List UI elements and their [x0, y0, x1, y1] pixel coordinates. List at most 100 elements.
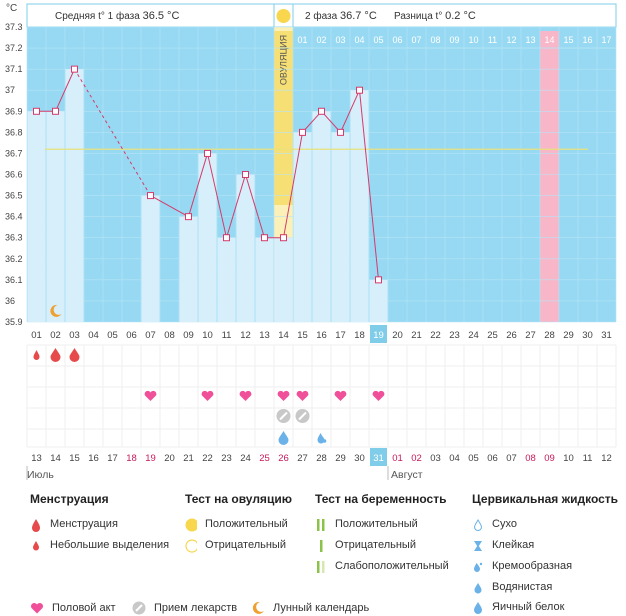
- legend-ovulation-positive-label: Положительный: [205, 518, 288, 530]
- legend-cervical-creamy-label: Кремообразная: [492, 560, 573, 572]
- temperature-line-segment: [245, 174, 265, 238]
- temperature-bar: [369, 279, 388, 322]
- legend-ovulation-negative-label: Отрицательный: [205, 539, 286, 551]
- y-tick-label: 36.5: [5, 191, 23, 201]
- legend-pregnancy-negative-label: Отрицательный: [335, 539, 416, 551]
- heart-icon: [296, 390, 309, 401]
- current-date-highlight: [370, 448, 387, 466]
- cycle-day-label: 08: [164, 330, 175, 341]
- calendar-date-label: 29: [335, 453, 346, 464]
- small-blood-drop-icon: [30, 539, 42, 553]
- legend-spotting-label: Небольшие выделения: [50, 539, 170, 551]
- top-day-label: 07: [411, 35, 421, 45]
- one-line-icon: [315, 539, 327, 553]
- pill-icon: [132, 601, 146, 615]
- y-tick-label: 36: [5, 296, 15, 306]
- temperature-line-segment: [207, 153, 227, 238]
- legend-spotting-item: Небольшие выделения: [30, 535, 169, 556]
- calendar-date-label: 10: [563, 453, 574, 464]
- ovulation-label: ОВУЛЯЦИЯ: [279, 35, 289, 85]
- top-day-label: 14: [544, 35, 554, 45]
- cycle-day-label: 19: [373, 330, 384, 341]
- temperature-bar: [46, 111, 65, 323]
- legend-cervical-egg-label: Яичный белок: [492, 601, 565, 613]
- calendar-date-label: 17: [107, 453, 118, 464]
- month-label-second: Август: [391, 469, 423, 481]
- legend-menstruation-item: Менструация: [30, 514, 169, 535]
- temperature-line-segment: [359, 90, 379, 280]
- temperature-bar: [65, 69, 84, 323]
- legend-moon: Лунный календарь: [251, 600, 369, 616]
- cycle-day-label: 02: [50, 330, 61, 341]
- cycle-day-label: 24: [468, 330, 479, 341]
- heart-icon: [144, 390, 157, 401]
- temperature-point: [375, 276, 382, 284]
- temperature-point: [223, 234, 230, 242]
- calendar-date-label: 31: [373, 453, 384, 464]
- temperature-line-segment: [188, 153, 208, 217]
- ovulation-band: [274, 31, 293, 205]
- heart-icon: [372, 390, 385, 401]
- top-day-label: 06: [392, 35, 402, 45]
- cycle-day-label: 09: [183, 330, 194, 341]
- cycle-day-label: 13: [259, 330, 270, 341]
- cycle-day-label: 20: [392, 330, 403, 341]
- calendar-date-label: 15: [69, 453, 80, 464]
- temperature-line-segment: [283, 132, 303, 238]
- legend-medication-label: Прием лекарств: [154, 602, 238, 614]
- blood-drop-icon: [30, 518, 42, 532]
- cycle-day-label: 17: [335, 330, 346, 341]
- calendar-date-label: 09: [544, 453, 555, 464]
- legend-intercourse: Половой акт: [30, 600, 116, 616]
- y-tick-label: 36.2: [5, 254, 23, 264]
- top-day-label: 08: [430, 35, 440, 45]
- legend-cervical-watery-label: Водянистая: [492, 581, 553, 593]
- calendar-date-label: 06: [487, 453, 498, 464]
- heart-icon: [334, 390, 347, 401]
- calendar-date-label: 07: [506, 453, 517, 464]
- temperature-line-segment: [150, 195, 189, 218]
- legend-pregnancy-positive: Положительный: [315, 514, 449, 535]
- top-day-label: 09: [449, 35, 459, 45]
- pill-line: [298, 411, 307, 421]
- y-tick-label: 37: [5, 85, 15, 95]
- small-blood-drop-icon: [33, 350, 40, 360]
- calendar-date-label: 23: [221, 453, 232, 464]
- temperature-bar: [141, 195, 160, 322]
- heart-icon: [30, 601, 44, 615]
- top-day-label: 01: [297, 35, 307, 45]
- temperature-bar: [293, 132, 312, 322]
- legend-menstruation: Менструация Менструация Небольшие выделе…: [30, 492, 169, 556]
- cycle-day-label: 16: [316, 330, 327, 341]
- heart-icon: [239, 390, 252, 401]
- y-tick-label: 36.1: [5, 275, 23, 285]
- temperature-line-segment: [55, 68, 75, 112]
- calendar-date-label: 18: [126, 453, 137, 464]
- calendar-date-label: 05: [468, 453, 479, 464]
- watery-dot: [322, 439, 327, 443]
- temperature-line-segment: [321, 110, 341, 133]
- legend-cervical-watery: Водянистая: [472, 577, 618, 598]
- calendar-date-label: 03: [430, 453, 441, 464]
- temperature-point: [337, 128, 344, 136]
- cycle-day-label: 22: [430, 330, 441, 341]
- cycle-day-label: 01: [31, 330, 42, 341]
- calendar-date-label: 19: [145, 453, 156, 464]
- current-day-highlight: [370, 325, 387, 343]
- cycle-day-label: 10: [202, 330, 213, 341]
- temperature-point: [318, 107, 325, 115]
- calendar-date-label: 08: [525, 453, 536, 464]
- blood-drop-icon: [50, 348, 61, 362]
- temperature-point: [261, 234, 268, 242]
- legend-cervical-sticky-label: Клейкая: [492, 539, 535, 551]
- temperature-line-segment: [340, 90, 360, 133]
- top-day-label: 04: [354, 35, 364, 45]
- temperature-point: [52, 107, 59, 115]
- temperature-point: [33, 107, 40, 115]
- creamy-drop-icon: [472, 560, 484, 574]
- temperature-bar: [179, 216, 198, 322]
- legend-cervical-dry-label: Сухо: [492, 518, 517, 530]
- temperature-point: [71, 65, 78, 73]
- legend-cervical-title: Цервикальная жидкость: [472, 492, 619, 506]
- blood-drop-icon: [69, 348, 80, 362]
